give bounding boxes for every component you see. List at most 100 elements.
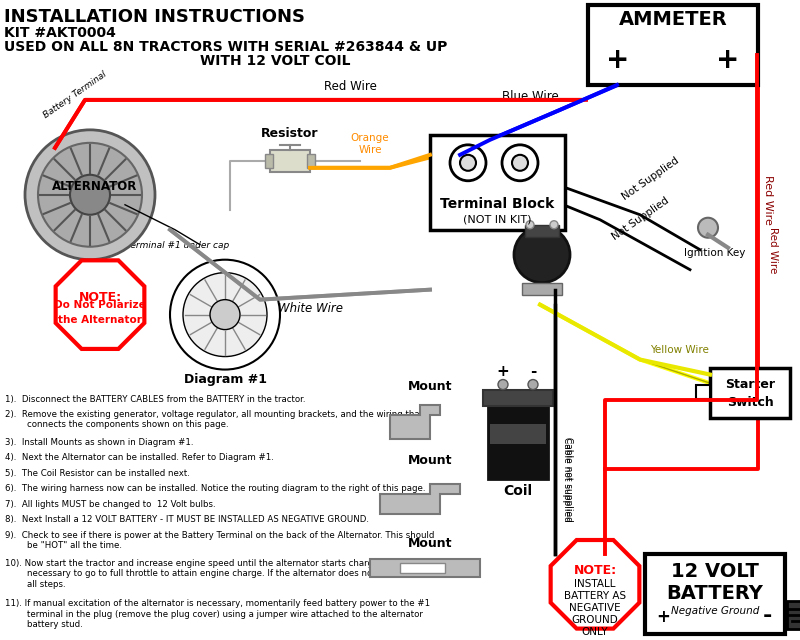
Text: GROUND: GROUND [572, 615, 618, 625]
Bar [400, 563, 445, 573]
Circle shape [526, 221, 534, 228]
Circle shape [460, 155, 476, 171]
Text: 11). If manual excitation of the alternator is necessary, momentarily feed batte: 11). If manual excitation of the alterna… [5, 599, 430, 629]
Text: INSTALLATION INSTRUCTIONS: INSTALLATION INSTRUCTIONS [4, 8, 305, 26]
Polygon shape [56, 260, 144, 349]
Bar [307, 154, 315, 168]
Text: Terminal Block: Terminal Block [440, 196, 554, 211]
Text: INSTALL: INSTALL [574, 579, 616, 589]
Text: BATTERY: BATTERY [666, 584, 763, 604]
Bar [270, 150, 310, 172]
Bar [265, 154, 273, 168]
Polygon shape [380, 484, 460, 515]
Text: NOTE:: NOTE: [574, 564, 617, 577]
Text: Not Supplied: Not Supplied [620, 155, 681, 202]
Text: Do Not Polarize: Do Not Polarize [54, 300, 146, 310]
Text: Orange
Wire: Orange Wire [350, 133, 390, 155]
Text: Mount: Mount [408, 454, 452, 467]
Text: +: + [606, 46, 630, 74]
Text: Coil: Coil [503, 484, 533, 499]
Text: Mount: Mount [408, 538, 452, 550]
Circle shape [70, 175, 110, 215]
Text: NOTE:: NOTE: [78, 291, 122, 303]
Text: 4).  Next the Alternator can be installed. Refer to Diagram #1.: 4). Next the Alternator can be installed… [5, 454, 274, 463]
Circle shape [183, 273, 267, 356]
Bar [787, 602, 800, 629]
Text: Switch: Switch [726, 396, 774, 408]
Text: Not Supplied: Not Supplied [610, 195, 670, 242]
Text: Mount: Mount [408, 380, 452, 392]
Text: Solenoid: Solenoid [442, 219, 502, 232]
Bar [522, 283, 562, 294]
Polygon shape [390, 404, 440, 440]
Text: Starter: Starter [452, 205, 502, 218]
Text: 7).  All lights MUST be changed to  12 Volt bulbs.: 7). All lights MUST be changed to 12 Vol… [5, 500, 216, 509]
Text: ONLY: ONLY [582, 627, 608, 637]
Text: Negative Ground: Negative Ground [671, 606, 759, 616]
Text: 5).  The Coil Resistor can be installed next.: 5). The Coil Resistor can be installed n… [5, 469, 190, 478]
Text: (NOT IN KIT): (NOT IN KIT) [463, 215, 532, 225]
Text: WITH 12 VOLT COIL: WITH 12 VOLT COIL [200, 54, 350, 68]
Text: 6).  The wiring harness now can be installed. Notice the routing diagram to the : 6). The wiring harness now can be instal… [5, 484, 426, 493]
Circle shape [502, 145, 538, 180]
Text: 1).  Disconnect the BATTERY CABLES from the BATTERY in the tractor.: 1). Disconnect the BATTERY CABLES from t… [5, 394, 306, 404]
Text: USED ON ALL 8N TRACTORS WITH SERIAL #263844 & UP: USED ON ALL 8N TRACTORS WITH SERIAL #263… [4, 40, 447, 54]
Text: Yellow Wire: Yellow Wire [650, 344, 709, 355]
Text: ALTERNATOR: ALTERNATOR [52, 180, 138, 193]
Text: 2).  Remove the existing generator, voltage regulator, all mounting brackets, an: 2). Remove the existing generator, volta… [5, 410, 423, 429]
Text: CFD9305: CFD9305 [199, 290, 234, 299]
Circle shape [450, 145, 486, 180]
Circle shape [38, 143, 142, 246]
Bar [696, 385, 710, 399]
Bar [525, 225, 559, 237]
Text: Resistor: Resistor [262, 127, 318, 140]
Text: Cable not supplied: Cable not supplied [563, 437, 573, 522]
Polygon shape [550, 540, 639, 628]
Text: -: - [530, 364, 536, 379]
Text: Starter: Starter [725, 378, 775, 390]
Text: Cable not supplied: Cable not supplied [562, 437, 571, 522]
Text: KIT #AKT0004: KIT #AKT0004 [4, 26, 116, 40]
Text: 12 VOLT: 12 VOLT [671, 563, 759, 581]
Bar [645, 554, 785, 634]
Text: Blue Wire: Blue Wire [502, 90, 558, 103]
Circle shape [210, 300, 240, 330]
Text: +: + [656, 608, 670, 627]
Text: 3).  Install Mounts as shown in Diagram #1.: 3). Install Mounts as shown in Diagram #… [5, 438, 194, 447]
Text: -: - [762, 606, 772, 627]
Text: Diagram #1: Diagram #1 [183, 372, 266, 385]
Text: CFD9344: CFD9344 [186, 308, 221, 317]
Text: the Alternator: the Alternator [58, 315, 142, 324]
Text: 8).  Next Install a 12 VOLT BATTERY - IT MUST BE INSTALLED AS NEGATIVE GROUND.: 8). Next Install a 12 VOLT BATTERY - IT … [5, 515, 369, 524]
Circle shape [528, 380, 538, 390]
Text: 10). Now start the tractor and increase engine speed until the alternator starts: 10). Now start the tractor and increase … [5, 559, 450, 589]
Text: +: + [497, 364, 510, 379]
Text: 9).  Check to see if there is power at the Battery Terminal on the back of the A: 9). Check to see if there is power at th… [5, 531, 434, 550]
Bar [430, 135, 565, 230]
Circle shape [170, 260, 280, 369]
Bar [710, 367, 790, 417]
Text: AMMETER: AMMETER [618, 10, 727, 29]
Bar [490, 424, 546, 444]
Text: NEGATIVE: NEGATIVE [569, 604, 621, 613]
Text: Terminal #1 under cap: Terminal #1 under cap [126, 241, 230, 250]
Circle shape [512, 155, 528, 171]
Circle shape [498, 380, 508, 390]
Circle shape [550, 221, 558, 228]
Text: White Wire: White Wire [278, 301, 342, 315]
Text: Ignition Key: Ignition Key [684, 248, 746, 258]
Bar [488, 399, 548, 479]
Circle shape [698, 218, 718, 237]
Text: Red Wire: Red Wire [768, 227, 778, 273]
Text: +: + [716, 46, 740, 74]
Circle shape [25, 130, 155, 260]
Text: Red Wire: Red Wire [323, 80, 377, 93]
Text: Battery Terminal: Battery Terminal [42, 70, 108, 120]
Bar [483, 390, 553, 406]
Bar [588, 5, 758, 85]
Bar [370, 559, 480, 577]
Text: CFD9303: CFD9303 [199, 326, 234, 335]
Text: Red Wire: Red Wire [763, 175, 773, 225]
Circle shape [514, 227, 570, 283]
Text: BATTERY AS: BATTERY AS [564, 591, 626, 602]
